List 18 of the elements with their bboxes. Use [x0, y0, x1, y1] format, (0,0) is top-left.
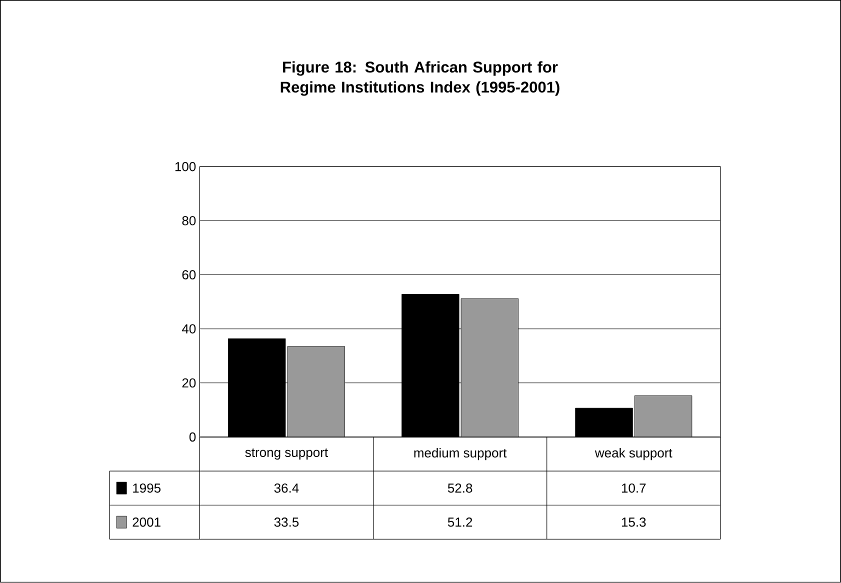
x-tick-label: medium support	[414, 448, 507, 460]
x-tick-label: strong support	[245, 448, 328, 460]
legend-label: 2001	[132, 518, 160, 527]
y-tick-label: 100	[175, 162, 196, 172]
data-label: 36.4	[274, 484, 299, 493]
chart-title: Figure 18: South African Support for Regime Institutions Index (1995-2001)	[280, 61, 560, 96]
y-tick-label: 60	[182, 270, 196, 280]
data-label: 51.2	[448, 518, 472, 527]
y-tick-label: 20	[182, 378, 196, 388]
data-label: 15.3	[622, 518, 646, 527]
legend-label: 1995	[133, 484, 161, 493]
data-label: 33.5	[274, 518, 299, 527]
y-tick-label: 40	[182, 324, 196, 334]
data-label: 10.7	[622, 484, 646, 493]
x-tick-label: weak support	[594, 448, 672, 460]
data-label: 52.8	[448, 484, 472, 493]
y-tick-label: 0	[189, 432, 196, 442]
y-tick-label: 80	[182, 216, 196, 226]
